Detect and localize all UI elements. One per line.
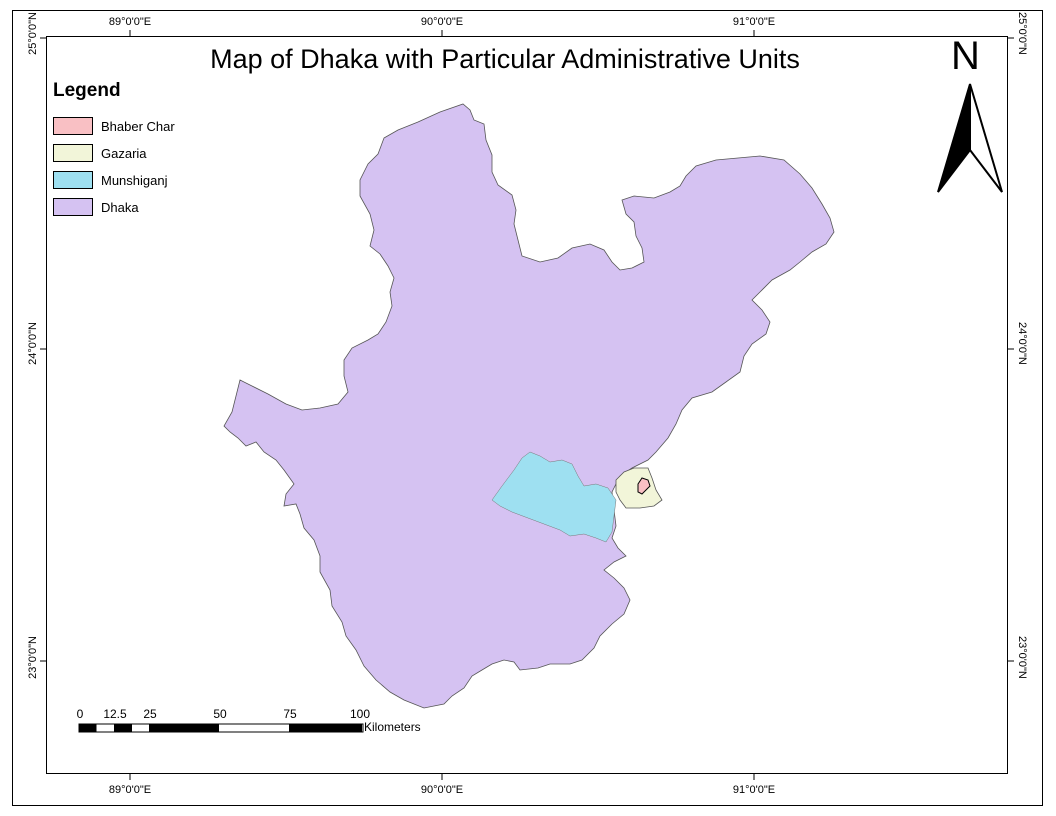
right-latitude-label-25n: 25°0'0"N [1016, 12, 1028, 55]
scale-bar [78, 723, 364, 733]
scale-label-100: 100 [349, 707, 371, 721]
right-latitude-label-24n: 24°0'0"N [1016, 322, 1028, 365]
scale-label-75: 75 [283, 707, 297, 721]
legend-item-dhaka: Dhaka [53, 197, 139, 217]
outer-map-frame [12, 10, 1043, 806]
north-arrow-label: N [951, 34, 980, 78]
scale-label-50: 50 [213, 707, 227, 721]
bhaber-char-region[interactable] [637, 477, 651, 495]
legend-item-bhaber-char: Bhaber Char [53, 116, 175, 136]
legend-label: Munshiganj [101, 172, 168, 188]
legend-swatch [53, 171, 93, 189]
legend-label: Bhaber Char [101, 118, 175, 134]
legend-title: Legend [53, 80, 121, 101]
legend-item-munshiganj: Munshiganj [53, 170, 168, 190]
munshiganj-region[interactable] [491, 451, 617, 543]
map-data-frame [46, 36, 1008, 774]
scale-label-25: 25 [143, 707, 157, 721]
bottom-longitude-label-89e: 89°0'0"E [108, 784, 152, 796]
legend-label: Gazaria [101, 145, 147, 161]
top-longitude-label-91e: 91°0'0"E [732, 16, 776, 28]
map-title: Map of Dhaka with Particular Administrat… [210, 44, 800, 74]
scale-unit-label: Kilometers [364, 720, 421, 734]
legend-swatch [53, 198, 93, 216]
legend-swatch [53, 144, 93, 162]
bottom-longitude-label-90e: 90°0'0"E [420, 784, 464, 796]
legend-swatch [53, 117, 93, 135]
bottom-longitude-label-91e: 91°0'0"E [732, 784, 776, 796]
scale-label-12-5: 12.5 [103, 707, 127, 721]
top-longitude-label-90e: 90°0'0"E [420, 16, 464, 28]
north-arrow-icon [937, 83, 1003, 193]
scale-label-0: 0 [76, 707, 84, 721]
dhaka-region[interactable] [223, 103, 835, 709]
right-latitude-label-23n: 23°0'0"N [1016, 636, 1028, 679]
legend-item-gazaria: Gazaria [53, 143, 147, 163]
top-longitude-label-89e: 89°0'0"E [108, 16, 152, 28]
legend-label: Dhaka [101, 199, 139, 215]
